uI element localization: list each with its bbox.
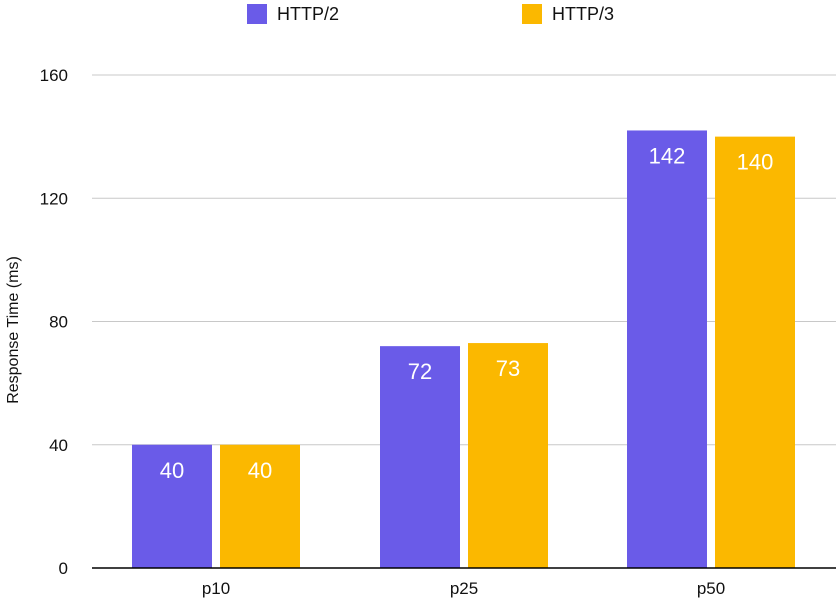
data-label: 142 xyxy=(649,143,686,168)
data-label: 72 xyxy=(408,359,432,384)
x-axis-ticks: p10 p25 p50 xyxy=(202,579,725,598)
y-axis-title: Response Time (ms) xyxy=(5,256,22,404)
y-tick-label: 80 xyxy=(49,313,68,332)
x-tick-label: p50 xyxy=(697,579,725,598)
legend-swatch xyxy=(522,4,542,24)
data-label: 140 xyxy=(737,150,774,175)
legend-label: HTTP/2 xyxy=(277,4,339,24)
bar-http-3-p10 xyxy=(220,444,300,568)
bar-http-3-p50 xyxy=(715,136,795,568)
bar-http-2-p50 xyxy=(627,130,707,568)
y-tick-label: 160 xyxy=(40,66,68,85)
legend: HTTP/2 HTTP/3 xyxy=(247,4,614,24)
gridlines xyxy=(92,74,836,446)
x-tick-label: p25 xyxy=(450,579,478,598)
bar-http-3-p25 xyxy=(468,343,548,568)
y-tick-label: 0 xyxy=(59,559,68,578)
data-labels: 40 40 72 73 142 140 xyxy=(160,143,774,482)
x-tick-label: p10 xyxy=(202,579,230,598)
y-tick-label: 40 xyxy=(49,436,68,455)
y-axis-ticks: 0 40 80 120 160 xyxy=(40,66,68,578)
bar-http-2-p25 xyxy=(380,346,460,568)
bar-http-2-p10 xyxy=(132,444,212,568)
bars xyxy=(132,130,795,568)
data-label: 73 xyxy=(496,356,520,381)
data-label: 40 xyxy=(160,458,184,483)
y-tick-label: 120 xyxy=(40,189,68,208)
legend-label: HTTP/3 xyxy=(552,4,614,24)
data-label: 40 xyxy=(248,458,272,483)
legend-swatch xyxy=(247,4,267,24)
